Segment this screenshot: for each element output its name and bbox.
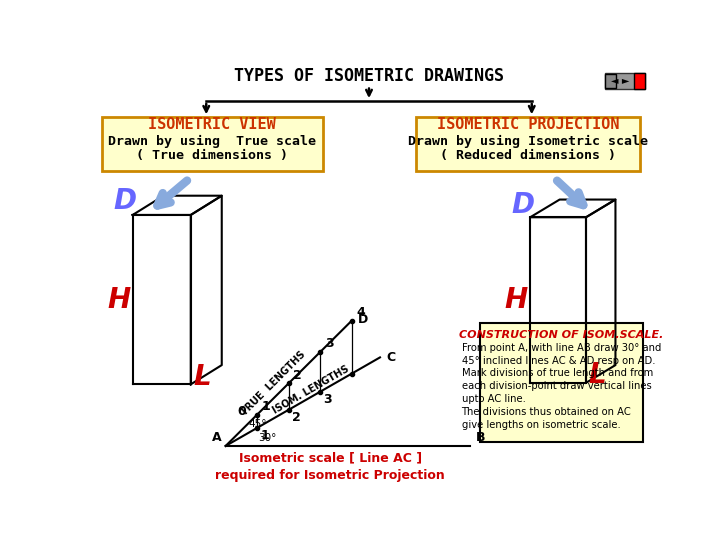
Text: D: D — [511, 191, 534, 219]
FancyBboxPatch shape — [634, 73, 645, 89]
Text: D: D — [113, 187, 136, 215]
Text: ISOMETRIC PROJECTION: ISOMETRIC PROJECTION — [436, 117, 619, 132]
Text: 2: 2 — [292, 411, 300, 424]
Text: L: L — [194, 363, 211, 390]
Text: ( True dimensions ): ( True dimensions ) — [135, 149, 288, 162]
Text: 0: 0 — [238, 405, 246, 418]
Text: 3: 3 — [323, 393, 332, 406]
FancyBboxPatch shape — [606, 74, 616, 88]
Text: 4: 4 — [356, 306, 365, 319]
Text: ◄ ►: ◄ ► — [611, 76, 629, 85]
FancyBboxPatch shape — [415, 117, 640, 171]
Text: ISOMETRIC VIEW: ISOMETRIC VIEW — [148, 117, 276, 132]
Text: 30°: 30° — [258, 433, 276, 443]
Text: B: B — [476, 431, 485, 444]
Text: CONSTRUCTION OF ISOM.SCALE.: CONSTRUCTION OF ISOM.SCALE. — [459, 330, 663, 340]
Text: H: H — [505, 286, 528, 314]
Text: H: H — [107, 286, 130, 314]
Text: L: L — [589, 361, 606, 389]
Text: Drawn by using  True scale: Drawn by using True scale — [108, 135, 315, 148]
Text: ( Reduced dimensions ): ( Reduced dimensions ) — [440, 149, 616, 162]
Text: ISOM. LENGTHS: ISOM. LENGTHS — [271, 363, 351, 415]
Text: C: C — [386, 351, 395, 364]
Text: 1: 1 — [260, 429, 269, 442]
Text: A: A — [212, 431, 221, 444]
Text: 2: 2 — [293, 369, 302, 382]
Text: 45°: 45° — [249, 420, 267, 429]
Text: 3: 3 — [325, 338, 333, 350]
Text: 1: 1 — [262, 400, 271, 413]
FancyBboxPatch shape — [102, 117, 323, 171]
Text: From point A, with line AB draw 30° and
45° inclined lines AC & AD resp on AD.
M: From point A, with line AB draw 30° and … — [462, 343, 661, 430]
FancyBboxPatch shape — [480, 323, 642, 442]
Text: TRUE  LENGTHS: TRUE LENGTHS — [239, 349, 307, 417]
Text: TYPES OF ISOMETRIC DRAWINGS: TYPES OF ISOMETRIC DRAWINGS — [234, 68, 504, 85]
Text: Drawn by using Isometric scale: Drawn by using Isometric scale — [408, 135, 648, 148]
Text: Isometric scale [ Line AC ]
required for Isometric Projection: Isometric scale [ Line AC ] required for… — [215, 452, 445, 482]
FancyBboxPatch shape — [605, 73, 645, 89]
Text: D: D — [358, 313, 368, 326]
